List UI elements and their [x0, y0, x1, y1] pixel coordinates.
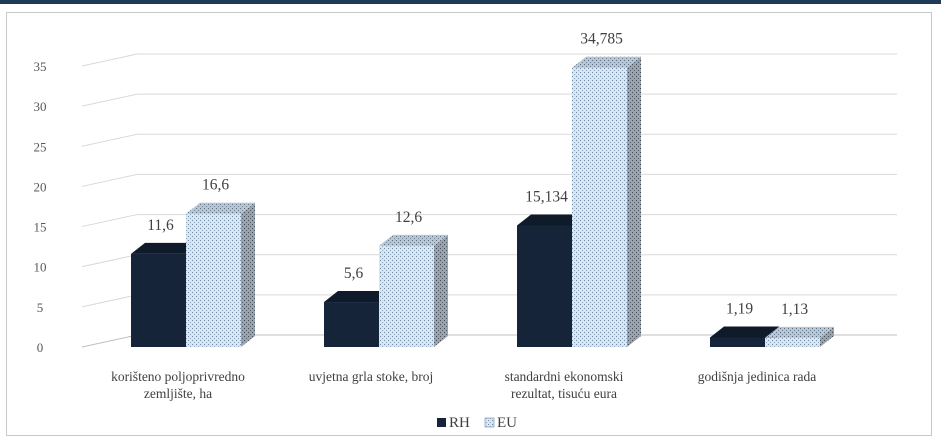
y-tick-label: 30 — [34, 99, 47, 114]
bar-side — [627, 56, 641, 348]
bar-top — [765, 326, 834, 338]
legend-swatch-eu — [484, 417, 495, 428]
gridline — [81, 133, 897, 147]
bar-front — [379, 245, 434, 347]
data-label: 16,6 — [202, 177, 229, 194]
bar-top — [186, 202, 255, 214]
bar-top — [710, 326, 779, 338]
category-label: rezultat, tisuću eura — [511, 386, 617, 401]
y-axis-tick-labels: 0 5 10 15 20 25 30 35 — [34, 59, 47, 355]
category-label: standardni ekonomski — [505, 369, 624, 384]
bar-front — [765, 337, 820, 347]
bar-top — [131, 242, 200, 254]
bar-eu — [186, 202, 255, 347]
data-label: 1,13 — [781, 301, 808, 318]
legend-label-rh: RH — [449, 415, 470, 431]
bar-eu — [379, 234, 448, 347]
gridline — [81, 173, 897, 187]
bar-front — [324, 302, 379, 347]
category-label: korišteno poljoprivredno — [111, 369, 245, 384]
data-label: 15,134 — [525, 188, 568, 205]
gridline — [81, 214, 897, 228]
bar-side — [434, 234, 448, 347]
category-label: godišnja jedinica rada — [698, 369, 816, 384]
chart-frame — [6, 12, 932, 436]
data-label: 1,19 — [726, 300, 753, 317]
category-labels-layer: korišteno poljoprivredno zemljište, ha uvj… — [111, 369, 816, 401]
data-label: 11,6 — [147, 217, 174, 234]
bar-eu — [572, 56, 641, 348]
bar-top — [572, 56, 641, 68]
bar-side — [241, 202, 255, 347]
category-label: zemljište, ha — [144, 386, 212, 401]
bar-top — [324, 291, 393, 303]
y-tick-label: 5 — [37, 300, 44, 315]
y-tick-label: 15 — [34, 220, 47, 235]
bar-front — [710, 337, 765, 347]
gridline — [81, 93, 897, 107]
bar-front — [572, 67, 627, 348]
bar-side — [820, 326, 834, 347]
gridline — [81, 53, 897, 67]
legend-swatch-rh — [437, 418, 446, 427]
y-tick-label: 0 — [37, 340, 44, 355]
legend-label-eu: EU — [497, 415, 517, 431]
y-tick-label: 35 — [34, 59, 47, 74]
data-labels-layer: 11,6 16,6 5,6 12,6 15,134 34,785 1,19 1,13 — [147, 31, 808, 318]
bar-front — [131, 253, 186, 347]
legend: RH EU — [437, 415, 517, 431]
bars-layer — [131, 56, 834, 348]
bar-top — [379, 234, 448, 246]
data-label: 34,785 — [580, 31, 623, 48]
y-tick-label: 10 — [34, 260, 47, 275]
y-tick-label: 20 — [34, 179, 47, 194]
y-tick-label: 25 — [34, 139, 47, 154]
top-accent-bar — [0, 0, 941, 4]
bar-rh — [324, 291, 393, 347]
data-label: 12,6 — [395, 209, 422, 226]
bar-eu — [765, 326, 834, 347]
data-label: 5,6 — [344, 265, 364, 282]
bar-front — [186, 213, 241, 347]
category-label: uvjetna grla stoke, broj — [309, 369, 433, 384]
bar-front — [517, 225, 572, 347]
bar-top — [517, 214, 586, 226]
